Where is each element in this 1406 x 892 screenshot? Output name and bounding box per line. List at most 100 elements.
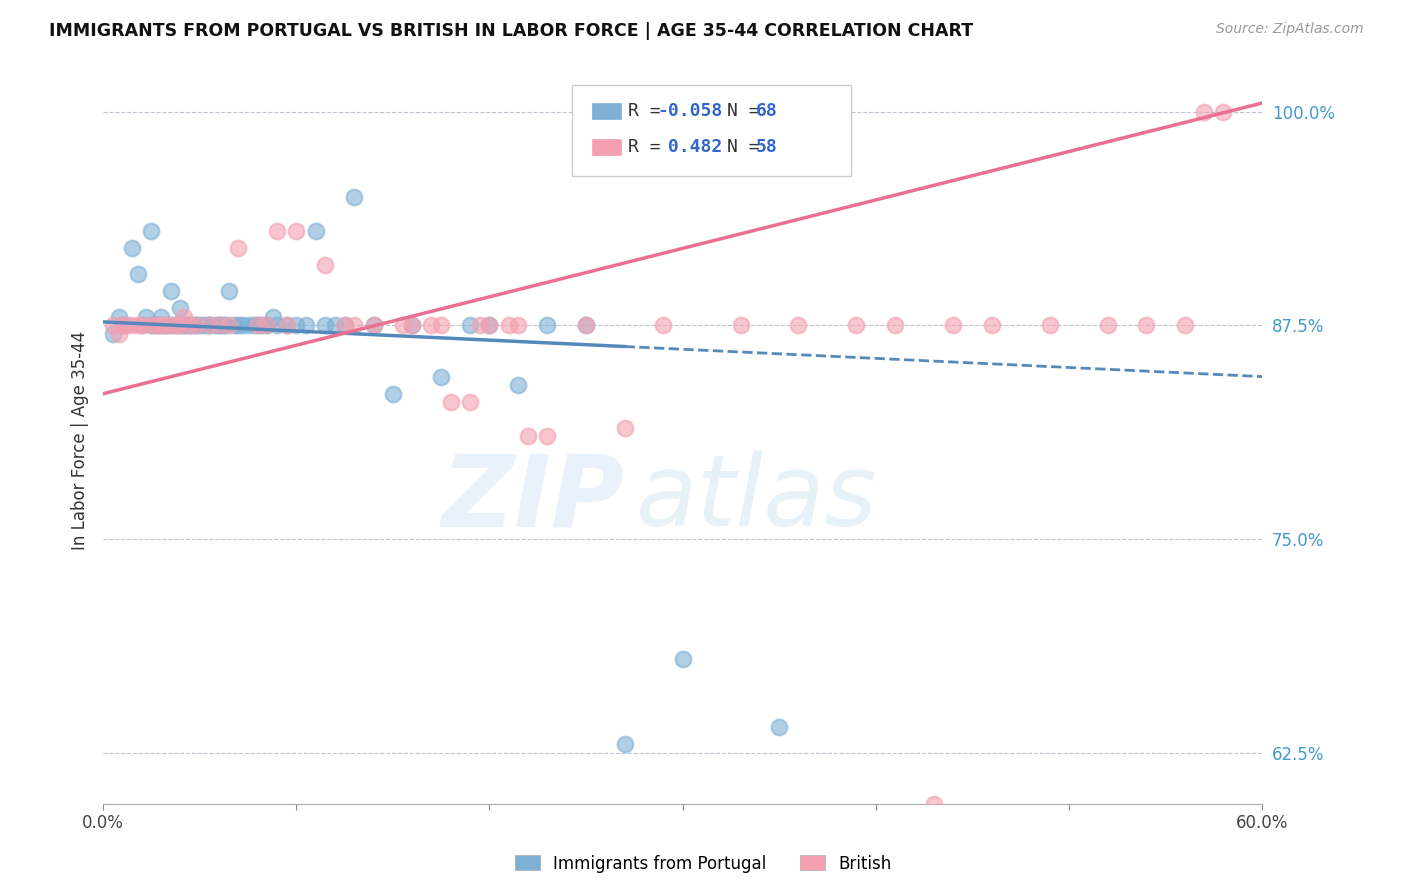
Bar	[592, 139, 621, 155]
Point	[942, 318, 965, 333]
Text: IMMIGRANTS FROM PORTUGAL VS BRITISH IN LABOR FORCE | AGE 35-44 CORRELATION CHART: IMMIGRANTS FROM PORTUGAL VS BRITISH IN L…	[49, 22, 973, 40]
Point	[153, 318, 176, 333]
Point	[671, 651, 693, 665]
Point	[159, 284, 181, 298]
Point	[236, 318, 259, 333]
Point	[193, 318, 215, 333]
Point	[250, 318, 273, 333]
Point	[228, 241, 250, 255]
Point	[845, 318, 868, 333]
Point	[652, 318, 675, 333]
Point	[212, 318, 235, 333]
Point	[121, 318, 143, 333]
Point	[228, 318, 250, 333]
Point	[922, 797, 945, 811]
Point	[478, 318, 501, 333]
Point	[575, 318, 598, 333]
Point	[127, 318, 149, 333]
Point	[430, 318, 453, 333]
Point	[173, 318, 195, 333]
Point	[478, 318, 501, 333]
Point	[198, 318, 221, 333]
Point	[150, 310, 173, 324]
Point	[214, 318, 236, 333]
Point	[198, 318, 221, 333]
Point	[508, 378, 530, 392]
Point	[188, 318, 211, 333]
Text: 0.482: 0.482	[657, 138, 723, 156]
Text: atlas: atlas	[637, 450, 877, 548]
Point	[381, 386, 404, 401]
Point	[150, 318, 173, 333]
Point	[179, 318, 201, 333]
Point	[184, 318, 207, 333]
Text: 68: 68	[755, 102, 778, 120]
Point	[121, 241, 143, 255]
Point	[458, 318, 481, 333]
Point	[135, 310, 157, 324]
Point	[246, 318, 269, 333]
Point	[262, 310, 284, 324]
Point	[107, 310, 129, 324]
Point	[141, 224, 163, 238]
Point	[141, 318, 163, 333]
Point	[208, 318, 231, 333]
Point	[285, 318, 308, 333]
Point	[166, 318, 188, 333]
Point	[440, 395, 463, 409]
Point	[156, 318, 179, 333]
Point	[174, 318, 197, 333]
Point	[204, 318, 226, 333]
Point	[111, 318, 134, 333]
Point	[768, 720, 790, 734]
Point	[575, 318, 598, 333]
Point	[333, 318, 356, 333]
Point	[333, 318, 356, 333]
Point	[1038, 318, 1060, 333]
Point	[150, 318, 173, 333]
Point	[430, 369, 453, 384]
Point	[115, 318, 138, 333]
Point	[179, 318, 201, 333]
Point	[101, 326, 124, 341]
Point	[323, 318, 346, 333]
Point	[304, 224, 326, 238]
Point	[107, 326, 129, 341]
Point	[401, 318, 423, 333]
Point	[127, 267, 149, 281]
Point	[159, 318, 181, 333]
Point	[173, 310, 195, 324]
Point	[169, 318, 191, 333]
Point	[420, 318, 443, 333]
Point	[218, 318, 240, 333]
Point	[1174, 318, 1197, 333]
Point	[343, 190, 366, 204]
Point	[1097, 318, 1119, 333]
Text: -0.058: -0.058	[657, 102, 723, 120]
Point	[101, 318, 124, 333]
Point	[536, 318, 558, 333]
Point	[536, 429, 558, 443]
Bar	[592, 103, 621, 119]
Point	[276, 318, 298, 333]
Text: R =: R =	[628, 102, 672, 120]
Point	[131, 318, 153, 333]
Point	[246, 318, 269, 333]
Point	[146, 318, 169, 333]
Point	[730, 318, 752, 333]
Point	[613, 421, 636, 435]
Point	[169, 301, 191, 316]
Point	[256, 318, 278, 333]
Point	[218, 284, 240, 298]
Point	[276, 318, 298, 333]
Point	[143, 318, 166, 333]
Point	[1212, 104, 1234, 119]
Point	[146, 318, 169, 333]
FancyBboxPatch shape	[572, 85, 851, 176]
Text: Source: ZipAtlas.com: Source: ZipAtlas.com	[1216, 22, 1364, 37]
Point	[208, 318, 231, 333]
Point	[266, 224, 288, 238]
Legend: Immigrants from Portugal, British: Immigrants from Portugal, British	[508, 848, 898, 880]
Point	[314, 259, 336, 273]
Point	[141, 318, 163, 333]
